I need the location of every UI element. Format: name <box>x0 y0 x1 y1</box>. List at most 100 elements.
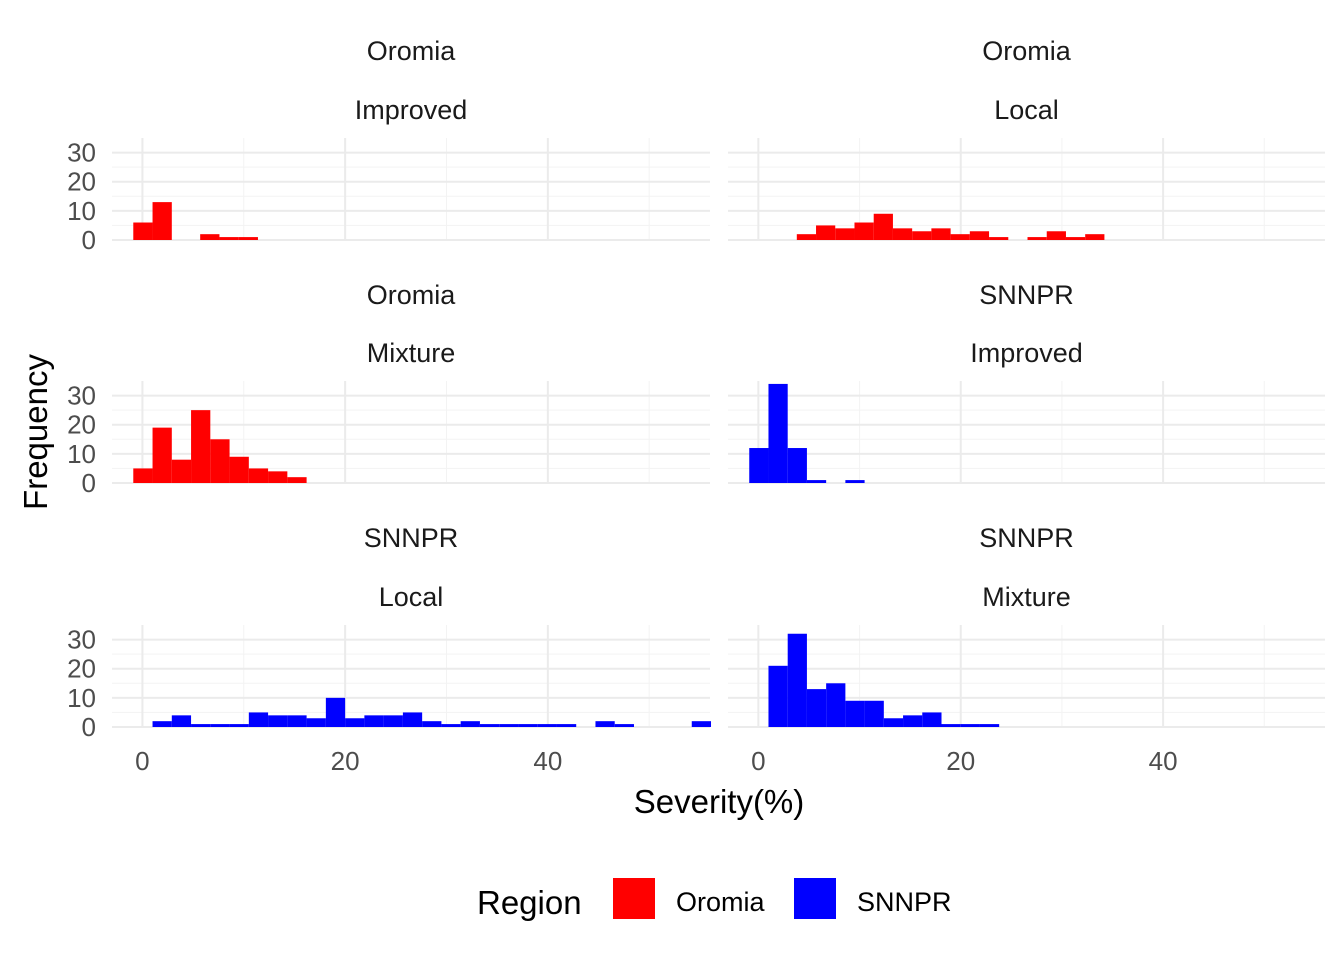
histogram-bar <box>835 228 855 240</box>
histogram-bar <box>402 712 423 727</box>
histogram-bar <box>171 715 192 727</box>
x-tick-label: 20 <box>946 746 975 776</box>
histogram-bar <box>152 721 172 727</box>
histogram-bar <box>749 448 769 483</box>
histogram-bar <box>768 383 788 483</box>
legend-label-oromia: Oromia <box>676 887 765 917</box>
histogram-bar <box>556 724 577 727</box>
x-axis-title: Severity(%) <box>634 783 805 820</box>
y-tick-label: 20 <box>67 410 96 440</box>
histogram-bar <box>229 724 249 727</box>
y-tick-label: 0 <box>82 468 96 498</box>
histogram-bar <box>325 697 346 727</box>
histogram-bar <box>845 480 865 483</box>
facet-strip-variety: Mixture <box>367 338 456 368</box>
histogram-bar <box>287 715 307 727</box>
histogram-bar <box>768 665 788 727</box>
histogram-bar <box>787 448 807 483</box>
histogram-bar <box>826 683 846 727</box>
y-tick-label: 20 <box>67 654 96 684</box>
histogram-bar <box>989 237 1009 240</box>
y-axis-title: Frequency <box>17 354 54 510</box>
histogram-bar <box>922 712 942 727</box>
histogram-bar <box>892 228 913 240</box>
histogram-bar <box>133 468 153 483</box>
histogram-bar <box>460 721 480 727</box>
histogram-bar <box>537 724 557 727</box>
histogram-bar <box>1065 237 1086 240</box>
histogram-bar <box>816 225 836 240</box>
facet-strip-region: Oromia <box>367 36 456 66</box>
y-tick-label: 30 <box>67 138 96 168</box>
facet-strip-region: SNNPR <box>364 523 459 553</box>
histogram-bar <box>969 231 990 240</box>
histogram-bar <box>306 718 326 727</box>
histogram-bar <box>152 202 172 240</box>
x-tick-label: 40 <box>533 746 562 776</box>
histogram-bar <box>595 721 615 727</box>
histogram-bar <box>960 724 980 727</box>
histogram-bar <box>912 231 932 240</box>
histogram-bar <box>950 234 970 240</box>
histogram-bar <box>191 410 211 483</box>
legend-label-snnpr: SNNPR <box>857 887 952 917</box>
histogram-bar <box>238 237 258 240</box>
histogram-bar <box>345 718 365 727</box>
histogram-bar <box>806 480 827 483</box>
facet-strip-variety: Local <box>994 95 1059 125</box>
facet-strip-variety: Improved <box>355 95 468 125</box>
y-tick-label: 30 <box>67 381 96 411</box>
histogram-bar <box>441 724 461 727</box>
x-tick-label: 40 <box>1149 746 1178 776</box>
histogram-bar <box>979 724 1000 727</box>
y-tick-label: 0 <box>82 225 96 255</box>
histogram-bar <box>210 724 230 727</box>
y-tick-label: 10 <box>67 196 96 226</box>
histogram-bar <box>883 718 904 727</box>
y-tick-label: 10 <box>67 439 96 469</box>
facet-panel-snnpr-improved: SNNPR Improved <box>728 280 1325 484</box>
legend-title: Region <box>477 884 582 921</box>
histogram-bar <box>941 724 961 727</box>
histogram-bar <box>268 471 288 483</box>
facet-panels: OromiaImproved0102030OromiaLocalOromiaMi… <box>67 36 1325 776</box>
histogram-bar <box>479 724 500 727</box>
histogram-bar <box>796 234 817 240</box>
histogram-bar <box>787 633 807 727</box>
histogram-bar <box>518 724 538 727</box>
x-tick-label: 0 <box>135 746 149 776</box>
histogram-bar <box>806 689 827 727</box>
histogram-bar <box>191 724 211 727</box>
histogram-bar <box>248 712 269 727</box>
histogram-bar <box>268 715 288 727</box>
facet-strip-variety: Local <box>379 582 444 612</box>
histogram-bar <box>364 715 384 727</box>
x-tick-label: 0 <box>751 746 765 776</box>
histogram-bar <box>287 477 307 483</box>
facet-panel-snnpr-mixture: SNNPR Mixture 0 20 40 <box>728 523 1325 776</box>
histogram-bar <box>383 715 403 727</box>
histogram-bar <box>864 700 884 727</box>
histogram-bar <box>845 700 865 727</box>
histogram-bar <box>499 724 519 727</box>
histogram-bar <box>152 427 172 483</box>
histogram-bar <box>614 724 634 727</box>
histogram-bar <box>691 721 712 727</box>
histogram-bar <box>210 439 230 483</box>
facet-strip-region: Oromia <box>367 280 456 310</box>
histogram-bar <box>931 228 951 240</box>
facet-strip-region: Oromia <box>982 36 1071 66</box>
y-tick-label: 20 <box>67 167 96 197</box>
facet-panel-oromia-local: Oromia Local <box>728 36 1325 241</box>
legend: Region Oromia SNNPR <box>477 878 952 921</box>
histogram-bar <box>171 459 192 483</box>
facet-strip-variety: Improved <box>970 338 1083 368</box>
histogram-bar <box>873 213 893 240</box>
histogram-bar <box>248 468 269 483</box>
histogram-bar <box>1027 237 1047 240</box>
y-tick-label: 10 <box>67 683 96 713</box>
